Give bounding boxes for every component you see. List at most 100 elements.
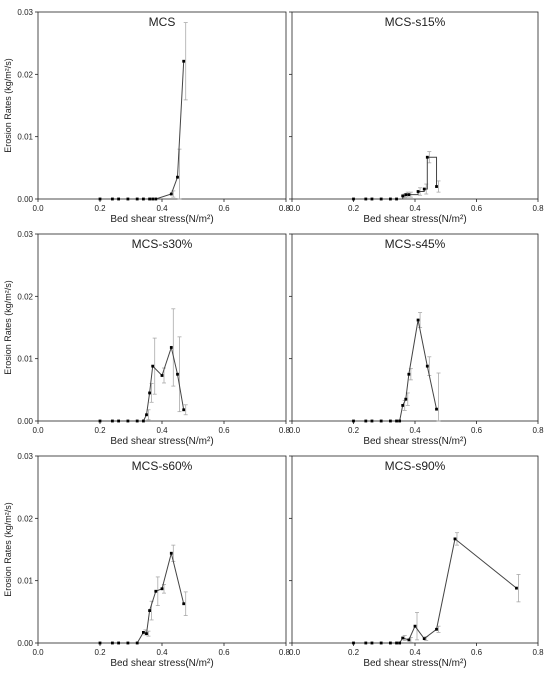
x-tick-label: 0.6 — [218, 204, 230, 213]
x-tick-label: 0.8 — [532, 648, 544, 657]
data-point — [395, 641, 398, 645]
data-point — [169, 192, 173, 196]
x-tick-label: 0.6 — [218, 648, 230, 657]
series-line — [353, 156, 438, 200]
data-point — [425, 155, 429, 159]
series-line — [100, 61, 185, 200]
y-axis-label: Erosion Rates (kg/m²/s) — [3, 502, 13, 597]
data-point — [98, 641, 102, 645]
data-point — [401, 404, 405, 407]
data-point — [160, 587, 164, 591]
data-point — [395, 197, 398, 201]
x-tick-label: 0.0 — [289, 648, 301, 657]
x-tick-label: 0.6 — [218, 426, 230, 435]
data-point — [370, 197, 374, 201]
y-tick-label: 0.00 — [17, 195, 33, 204]
data-point — [352, 641, 355, 645]
chart-panel-4: 0.0 0.2 0.4 0.6 0.8 Bed shear stress(N/m²) MCS… — [289, 233, 544, 447]
data-point — [117, 419, 120, 423]
data-point — [364, 641, 368, 645]
panel-title: MCS — [149, 15, 176, 29]
data-point — [425, 364, 429, 368]
panel-title: MCS-s30% — [132, 237, 193, 251]
x-tick-label: 0.4 — [409, 426, 421, 435]
series-line — [353, 319, 438, 422]
data-point — [379, 197, 383, 201]
x-axis-label: Bed shear stress(N/m²) — [363, 436, 466, 447]
data-point — [422, 187, 426, 191]
data-point — [389, 641, 392, 645]
data-point — [111, 419, 114, 423]
chart-panel-5: 0.0 0.2 0.4 0.6 0.8 0.00 0.01 0.02 0.03 Bed shear… — [3, 452, 291, 669]
y-tick-label: 0.01 — [17, 133, 33, 142]
plot-frame — [37, 233, 287, 422]
panel-title: MCS-s90% — [385, 459, 446, 473]
data-point — [370, 419, 374, 423]
y-tick-label: 0.01 — [17, 355, 33, 364]
data-point — [117, 197, 120, 201]
x-tick-label: 0.8 — [532, 426, 544, 435]
chart-panel-3: 0.0 0.2 0.4 0.6 0.8 0.00 0.01 0.02 0.03 Bed shear… — [3, 230, 291, 447]
data-point — [407, 638, 411, 642]
x-tick-label: 0.8 — [279, 204, 291, 213]
data-point — [352, 419, 355, 423]
data-point — [422, 637, 426, 641]
x-tick-label: 0.6 — [471, 204, 483, 213]
x-axis-label: Bed shear stress(N/m²) — [363, 214, 466, 225]
x-tick-label: 0.4 — [156, 204, 168, 213]
x-tick-label: 0.0 — [32, 648, 44, 657]
data-point — [176, 372, 179, 376]
data-point — [453, 537, 457, 541]
data-point — [435, 407, 438, 411]
data-point — [111, 197, 114, 201]
x-tick-label: 0.0 — [32, 426, 44, 435]
data-point — [98, 419, 102, 423]
x-tick-label: 0.0 — [289, 204, 301, 213]
series-line — [100, 345, 185, 422]
x-tick-label: 0.6 — [471, 426, 483, 435]
data-point — [169, 551, 173, 555]
data-point — [398, 641, 402, 645]
x-axis-label: Bed shear stress(N/m²) — [110, 658, 213, 669]
y-axis-label: Erosion Rates (kg/m²/s) — [3, 58, 13, 153]
data-point — [435, 185, 438, 188]
data-point — [389, 197, 392, 201]
data-point — [148, 197, 151, 201]
data-point — [145, 413, 148, 417]
data-point — [364, 419, 368, 423]
data-point — [142, 197, 145, 201]
plot-frame — [37, 455, 287, 644]
x-axis-label: Bed shear stress(N/m²) — [110, 214, 213, 225]
data-point — [145, 632, 148, 636]
data-point — [117, 641, 120, 645]
chart-panel-6: 0.0 0.2 0.4 0.6 0.8 Bed shear stress(N/m²) MCS… — [289, 455, 544, 669]
data-point — [401, 194, 405, 198]
y-tick-label: 0.00 — [17, 639, 33, 648]
x-tick-label: 0.6 — [471, 648, 483, 657]
data-point — [182, 602, 186, 606]
data-point — [370, 641, 374, 645]
x-tick-label: 0.2 — [348, 426, 360, 435]
data-point — [416, 190, 420, 193]
data-point — [135, 197, 139, 201]
data-point — [154, 589, 158, 593]
data-point — [111, 641, 114, 645]
y-axis-label: Erosion Rates (kg/m²/s) — [3, 280, 13, 375]
data-point — [379, 419, 383, 423]
data-point — [413, 624, 417, 628]
data-point — [126, 641, 130, 645]
y-tick-label: 0.03 — [17, 452, 33, 461]
series-line — [100, 553, 185, 644]
data-point — [364, 197, 368, 201]
x-tick-label: 0.4 — [156, 648, 168, 657]
x-tick-label: 0.4 — [156, 426, 168, 435]
x-tick-label: 0.8 — [279, 426, 291, 435]
data-point — [404, 397, 408, 401]
panel-title: MCS-s45% — [385, 237, 446, 251]
x-tick-label: 0.2 — [94, 204, 106, 213]
data-point — [515, 586, 518, 590]
data-point — [126, 197, 130, 201]
x-tick-label: 0.0 — [32, 204, 44, 213]
